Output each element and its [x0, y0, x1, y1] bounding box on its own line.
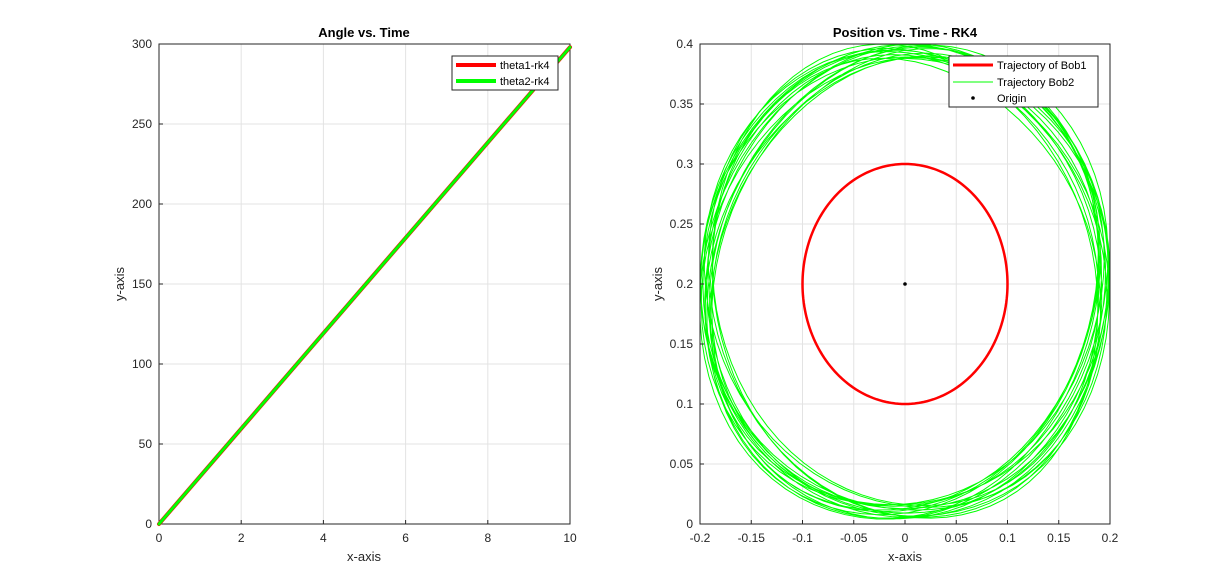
y-tick-label: 300: [132, 37, 152, 51]
legend-swatch-origin: [971, 96, 975, 100]
chart2-ylabel: y-axis: [650, 267, 665, 301]
y-tick-label: 0.3: [676, 157, 693, 171]
chart1-title: Angle vs. Time: [318, 25, 410, 40]
x-tick-label: 0.15: [1047, 531, 1071, 545]
chart1-xlabel: x-axis: [347, 549, 381, 564]
y-tick-label: 50: [139, 437, 153, 451]
y-tick-label: 0: [145, 517, 152, 531]
x-tick-label: -0.2: [690, 531, 711, 545]
legend-label-bob1: Trajectory of Bob1: [997, 60, 1086, 72]
x-tick-label: 4: [320, 531, 327, 545]
legend-label-theta2: theta2-rk4: [500, 76, 550, 88]
y-tick-label: 150: [132, 277, 152, 291]
legend-label-origin: Origin: [997, 93, 1026, 105]
chart1-series: [157, 45, 572, 526]
legend-label-theta1: theta1-rk4: [500, 60, 550, 72]
y-tick-label: 200: [132, 197, 152, 211]
x-tick-label: -0.1: [792, 531, 813, 545]
chart-position-vs-time: Position vs. Time - RK4 -0.2 -0.15 -0.1 -0.…: [650, 25, 1119, 564]
x-tick-label: 0: [156, 531, 163, 545]
x-tick-label: -0.15: [738, 531, 766, 545]
chart1-ylabel: y-axis: [112, 267, 127, 301]
x-tick-label: 0.1: [999, 531, 1016, 545]
y-tick-label: 0: [686, 517, 693, 531]
y-tick-label: 0.35: [670, 97, 694, 111]
series-origin-point: [903, 282, 907, 286]
chart2-y-ticks: 0 0.05 0.1 0.15 0.2 0.25 0.3 0.35 0.4: [670, 37, 704, 531]
x-tick-label: 0.2: [1102, 531, 1119, 545]
x-tick-label: 0.05: [945, 531, 969, 545]
y-tick-label: 0.25: [670, 217, 694, 231]
chart1-x-ticks: 0 2 4 6 8 10: [156, 520, 577, 545]
chart-angle-vs-time: Angle vs. Time 0 2 4 6 8 10 0 50 100 150 200 250 30…: [112, 25, 577, 564]
x-tick-label: 8: [484, 531, 491, 545]
chart2-xlabel: x-axis: [888, 549, 922, 564]
chart1-legend: theta1-rk4 theta2-rk4: [451, 55, 559, 91]
chart1-y-ticks: 0 50 100 150 200 250 300: [132, 37, 163, 531]
x-tick-label: -0.05: [840, 531, 868, 545]
x-tick-label: 10: [563, 531, 577, 545]
x-tick-label: 0: [902, 531, 909, 545]
chart2-title: Position vs. Time - RK4: [833, 25, 978, 40]
chart2-x-ticks: -0.2 -0.15 -0.1 -0.05 0 0.05 0.1 0.15 0.2: [690, 520, 1119, 545]
legend-label-bob2: Trajectory Bob2: [997, 77, 1074, 89]
y-tick-label: 0.15: [670, 337, 694, 351]
y-tick-label: 100: [132, 357, 152, 371]
y-tick-label: 0.2: [676, 277, 693, 291]
y-tick-label: 250: [132, 117, 152, 131]
y-tick-label: 0.4: [676, 37, 693, 51]
y-tick-label: 0.1: [676, 397, 693, 411]
x-tick-label: 2: [238, 531, 245, 545]
x-tick-label: 6: [402, 531, 409, 545]
y-tick-label: 0.05: [670, 457, 694, 471]
chart2-legend: Trajectory of Bob1 Trajectory Bob2 Origi…: [948, 55, 1099, 108]
chart2-series: [699, 43, 1111, 520]
series-bob1-trajectory: [801, 162, 1009, 406]
series-bob2-trajectory: [699, 43, 1111, 520]
chart1-legend-box: [451, 55, 559, 91]
series-theta2-line: [157, 45, 572, 526]
